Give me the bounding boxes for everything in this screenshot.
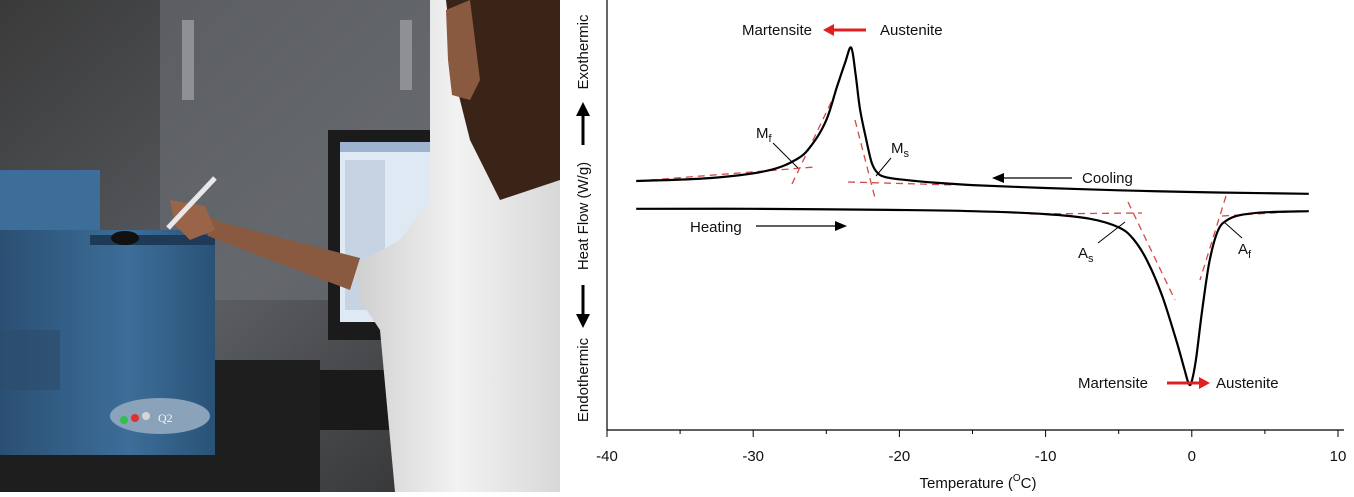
x-tick-label: 0: [1188, 448, 1196, 465]
mf-leader: [772, 142, 799, 169]
af-label: Af: [1238, 241, 1252, 261]
tangent-lines: [637, 91, 1306, 301]
arm: [200, 212, 360, 290]
instrument-badge-label: Q2: [158, 411, 173, 425]
y-axis-label: Heat Flow (W/g): [575, 162, 592, 270]
bottom-austenite-label: Austenite: [1216, 375, 1279, 392]
x-tick-label: 10: [1330, 448, 1347, 465]
as-leader: [1097, 221, 1126, 244]
tangent-mf-slope: [791, 91, 837, 185]
dsc-chart: -40 -30 -20 -10 0 10 Temperature (OC) Heat Fl…: [560, 0, 1354, 492]
tangent-af-slope: [1199, 195, 1227, 281]
cooling-label: Cooling: [1082, 170, 1133, 187]
x-tick-label: -20: [889, 448, 911, 465]
bottom-martensite-label: Martensite: [1078, 375, 1148, 392]
y-axis-endothermic: Endothermic: [575, 337, 592, 422]
x-ticks: -40 -30 -20 -10 0 10: [596, 430, 1346, 465]
dsc-instrument-lid: [0, 170, 100, 230]
x-tick-label: -30: [742, 448, 764, 465]
top-phase-arrowhead: [823, 24, 834, 36]
tweezers: [166, 176, 217, 230]
exothermic-arrowhead: [576, 102, 590, 116]
ms-label: Ms: [891, 140, 910, 160]
series-heating-line: [636, 207, 1309, 387]
top-martensite-label: Martensite: [742, 22, 812, 39]
endothermic-arrowhead: [576, 314, 590, 328]
instrument-badge-panel: [110, 398, 210, 434]
lab-photo: Q2: [0, 0, 560, 492]
tangent-mf-baseline: [637, 166, 816, 182]
y-axis-label-group: Heat Flow (W/g) Exothermic Endothermic: [575, 14, 592, 422]
x-tick-label: -40: [596, 448, 618, 465]
y-axis-exothermic: Exothermic: [575, 14, 592, 90]
heating-arrowhead: [835, 221, 847, 231]
tangent-as-slope: [1127, 201, 1176, 301]
x-axis-label: Temperature (OC): [920, 473, 1037, 492]
tangent-ms-baseline: [847, 181, 956, 186]
heating-label: Heating: [690, 219, 742, 236]
af-leader: [1223, 221, 1243, 239]
tangent-ms-slope: [854, 119, 876, 199]
cooling-arrowhead: [992, 173, 1004, 183]
bottom-phase-arrowhead: [1199, 377, 1210, 389]
x-tick-label: -10: [1035, 448, 1057, 465]
ms-leader: [875, 157, 892, 177]
as-label: As: [1078, 245, 1094, 265]
mf-label: Mf: [756, 125, 773, 145]
chart-svg: -40 -30 -20 -10 0 10 Temperature (OC) Heat Fl…: [575, 0, 1346, 492]
lab-photo-illustration: Q2: [0, 0, 560, 492]
top-austenite-label: Austenite: [880, 22, 943, 39]
series-cooling-line: [636, 46, 1309, 195]
